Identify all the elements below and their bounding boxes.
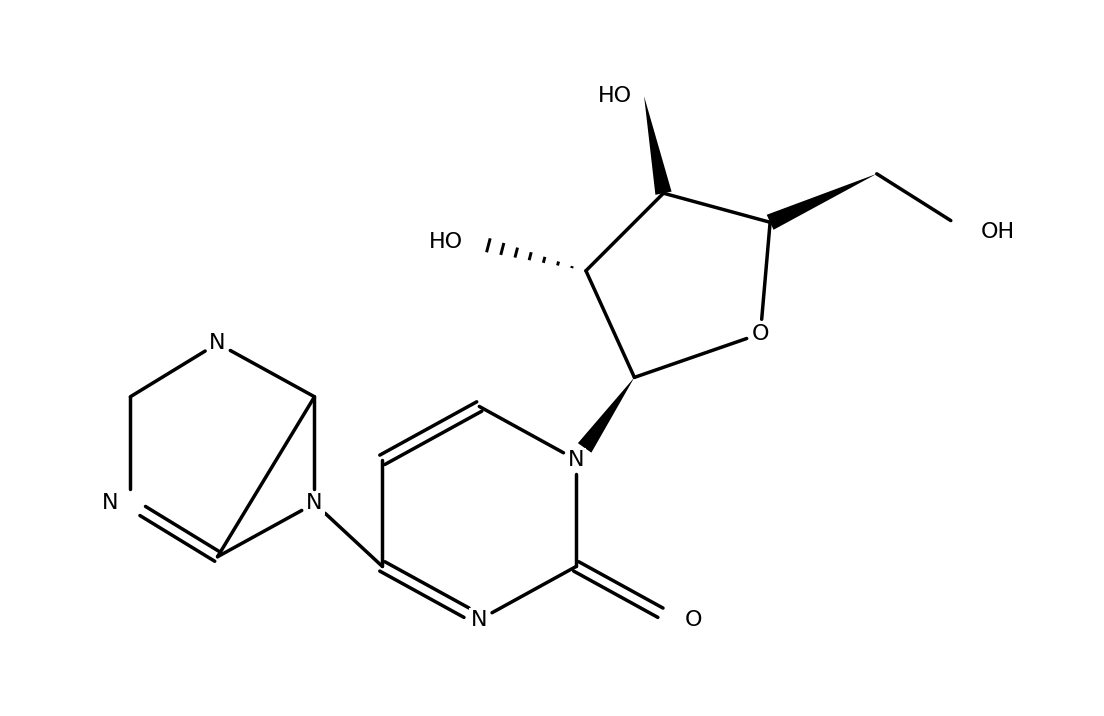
Text: O: O	[752, 324, 769, 344]
Text: HO: HO	[598, 86, 633, 106]
Text: OH: OH	[980, 222, 1015, 242]
Polygon shape	[644, 96, 671, 195]
Text: HO: HO	[428, 232, 463, 251]
Text: N: N	[567, 450, 584, 470]
Text: N: N	[471, 610, 488, 630]
Polygon shape	[577, 377, 635, 453]
Polygon shape	[766, 174, 877, 230]
Text: O: O	[684, 610, 702, 630]
Text: N: N	[306, 493, 322, 513]
Text: N: N	[210, 334, 226, 354]
Text: N: N	[103, 493, 118, 513]
